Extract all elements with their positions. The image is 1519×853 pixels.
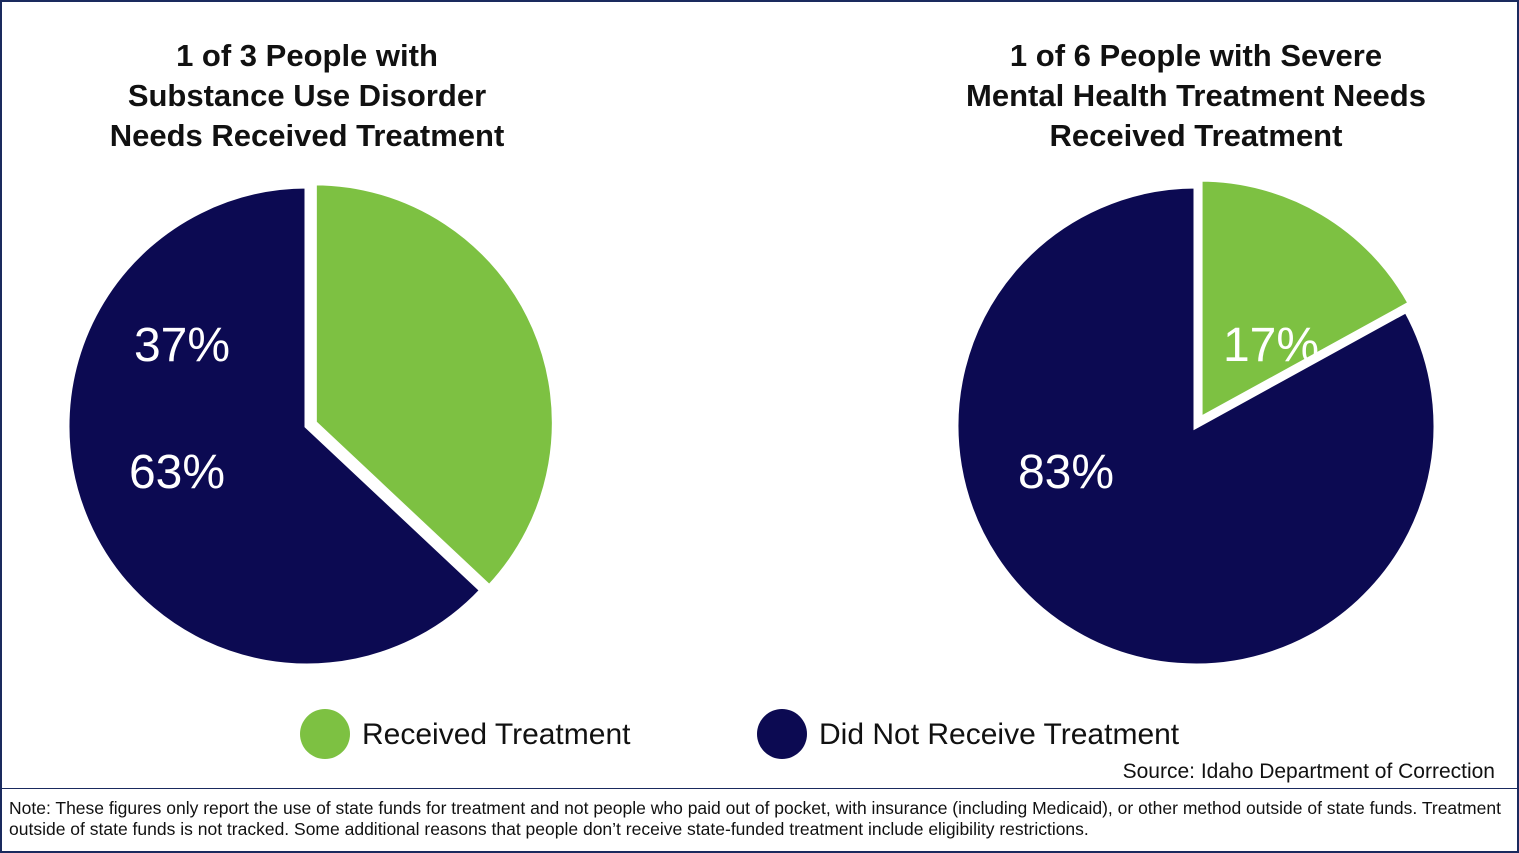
legend-swatch-received xyxy=(300,709,350,759)
slice-label-did-not-receive-treatment: 83% xyxy=(1018,446,1114,499)
slice-label-received-treatment: 17% xyxy=(1223,319,1319,372)
legend-swatch-did-not-receive xyxy=(757,709,807,759)
title-line: 1 of 6 People with Severe xyxy=(1009,38,1383,73)
title-line: Received Treatment xyxy=(1049,118,1343,153)
source-text: Source: Idaho Department of Correction xyxy=(1122,760,1495,783)
chart-title-substance-use: 1 of 3 People with Substance Use Disorde… xyxy=(0,36,617,156)
chart-title-mental-health: 1 of 6 People with Severe Mental Health … xyxy=(886,36,1506,156)
pie-slice-received-treatment xyxy=(311,180,557,591)
footnote: Note: These figures only report the use … xyxy=(0,788,1519,853)
pie-chart-mental-health: 17% 83% xyxy=(953,176,1439,669)
legend-label-did-not-receive: Did Not Receive Treatment xyxy=(819,718,1180,751)
pie-chart-substance-use: 37% 63% xyxy=(64,180,557,669)
pie-slice-did-not-receive-treatment xyxy=(953,183,1439,669)
title-line: Substance Use Disorder xyxy=(127,78,487,113)
legend-label-received: Received Treatment xyxy=(362,718,631,751)
pie-slice-did-not-receive-treatment xyxy=(64,183,486,669)
title-line: 1 of 3 People with xyxy=(176,38,438,73)
title-line: Needs Received Treatment xyxy=(109,118,505,153)
pie-slice-received-treatment xyxy=(1197,176,1414,424)
slice-label-did-not-receive-treatment: 63% xyxy=(129,446,225,499)
slice-label-received-treatment: 37% xyxy=(134,319,230,372)
title-line: Mental Health Treatment Needs xyxy=(966,78,1426,113)
